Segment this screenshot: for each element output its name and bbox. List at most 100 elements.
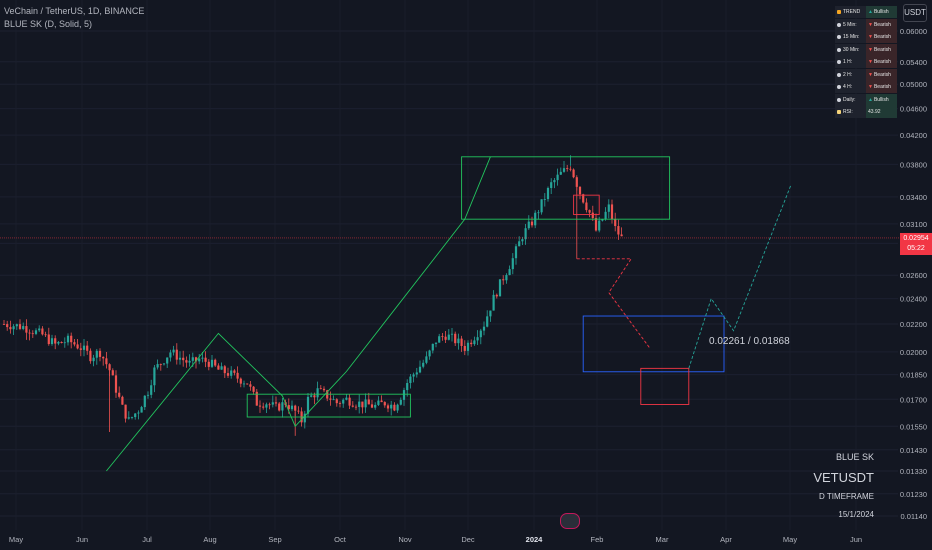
candle-body bbox=[524, 228, 527, 240]
time-axis[interactable]: May Jun Jul Aug Sep Oct Nov Dec 2024 Feb Mar Apr May… bbox=[9, 535, 862, 544]
price-tick-label: 0.01430 bbox=[900, 446, 927, 455]
time-tick-label: Oct bbox=[334, 535, 347, 544]
candle-body bbox=[386, 405, 390, 409]
price-tick-label: 0.03400 bbox=[900, 193, 927, 202]
candle-body bbox=[543, 199, 546, 200]
trend-row-label: TREND bbox=[835, 6, 866, 18]
indicator-label[interactable]: BLUE SK (D, Solid, 5) bbox=[4, 19, 93, 29]
candle-body bbox=[310, 395, 313, 397]
trend-row-value: ▼ Bearish bbox=[866, 68, 897, 81]
candle-body bbox=[162, 363, 166, 365]
candle-body bbox=[601, 219, 604, 221]
candle-body bbox=[18, 324, 22, 329]
candle-body bbox=[249, 384, 252, 387]
candle-body bbox=[450, 333, 454, 335]
candle-body bbox=[2, 324, 6, 325]
candle-body bbox=[121, 396, 124, 405]
hourglass-icon bbox=[837, 110, 841, 114]
candle-body bbox=[191, 357, 194, 361]
red-projection-path bbox=[576, 258, 651, 350]
candle-body bbox=[258, 405, 262, 407]
candle-body bbox=[166, 357, 169, 364]
price-tick-label: 0.05000 bbox=[900, 80, 927, 89]
price-tick-label: 0.06000 bbox=[900, 27, 927, 36]
trend-row-value-text: Bullish bbox=[873, 9, 889, 15]
candle-body bbox=[153, 367, 156, 386]
candle-body bbox=[374, 404, 377, 408]
candle-body bbox=[614, 219, 617, 227]
candle-body bbox=[306, 396, 310, 414]
candle-body bbox=[41, 328, 44, 335]
trend-row-label: 1 H: bbox=[835, 56, 866, 68]
time-tick-label: Dec bbox=[461, 535, 475, 544]
candle-body bbox=[482, 326, 486, 331]
green-range-box-top bbox=[461, 156, 671, 220]
candle-body bbox=[124, 404, 127, 419]
time-tick-label: Mar bbox=[656, 535, 669, 544]
trend-row-label-text: 2 H: bbox=[843, 71, 853, 78]
tradingview-logo-icon[interactable] bbox=[560, 513, 580, 529]
candle-body bbox=[38, 328, 41, 331]
candle-body bbox=[406, 383, 409, 391]
trend-row: 1 H: ▼ Bearish bbox=[835, 56, 897, 68]
candle-body bbox=[518, 241, 521, 247]
arrow-down-icon: ▼ bbox=[868, 71, 873, 78]
candle-body bbox=[194, 357, 198, 362]
candle-body bbox=[25, 326, 28, 333]
candle-body bbox=[463, 345, 466, 351]
time-tick-label: May bbox=[9, 535, 23, 544]
candle-body bbox=[332, 399, 335, 401]
candle-body bbox=[92, 357, 95, 362]
trend-row-label-text: Daily: bbox=[843, 96, 856, 103]
candle-body bbox=[598, 220, 601, 231]
candle-body bbox=[540, 199, 543, 213]
signature-date: 15/1/2024 bbox=[838, 510, 874, 519]
candle-body bbox=[361, 401, 364, 408]
trend-row-label: 15 Min: bbox=[835, 31, 866, 43]
trend-row-label: Daily: bbox=[835, 93, 866, 106]
candle-body bbox=[54, 338, 57, 344]
candle-body bbox=[316, 388, 319, 398]
candle-body bbox=[169, 352, 172, 358]
candle-body bbox=[262, 406, 265, 408]
price-tick-label: 0.05400 bbox=[900, 58, 927, 67]
candle-body bbox=[236, 372, 239, 379]
price-tick-label: 0.01850 bbox=[900, 371, 927, 380]
trend-row: 4 H: ▼ Bearish bbox=[835, 81, 897, 93]
price-tick-label: 0.03800 bbox=[900, 160, 927, 169]
trend-row: RSI: 43.92 bbox=[835, 106, 897, 118]
candle-body bbox=[28, 332, 31, 334]
candle-body bbox=[127, 417, 130, 419]
candle-body bbox=[527, 221, 530, 229]
candle-body bbox=[281, 402, 284, 411]
candle-body bbox=[182, 357, 185, 361]
candle-body bbox=[399, 399, 402, 405]
candle-body bbox=[559, 171, 562, 175]
price-axis[interactable]: 0.06000 0.05400 0.05000 0.04600 0.04200 0.038… bbox=[900, 27, 927, 521]
candle-body bbox=[204, 357, 207, 362]
candle-body bbox=[354, 406, 358, 408]
trend-row-label-text: 1 H: bbox=[843, 59, 853, 65]
candle-body bbox=[198, 358, 201, 362]
candle-body bbox=[502, 279, 505, 281]
candle-body bbox=[150, 385, 153, 395]
time-tick-label: Feb bbox=[591, 535, 604, 544]
arrow-down-icon: ▼ bbox=[868, 59, 873, 65]
candle-body bbox=[390, 404, 393, 409]
trend-row-value: ▲ Bullish bbox=[866, 93, 897, 106]
blue-target-zone bbox=[582, 315, 725, 373]
candle-body bbox=[12, 326, 15, 330]
candle-body bbox=[402, 390, 406, 400]
candle-body bbox=[60, 342, 63, 344]
currency-button[interactable]: USDT bbox=[903, 4, 927, 22]
candle-body bbox=[98, 350, 102, 357]
candle-body bbox=[9, 327, 12, 330]
candle-body bbox=[274, 402, 278, 404]
candle-body bbox=[102, 356, 105, 359]
candle-body bbox=[409, 376, 412, 384]
candle-body bbox=[95, 350, 98, 358]
clock-icon bbox=[837, 97, 841, 102]
candle-body bbox=[70, 335, 73, 343]
price-tick-label: 0.01550 bbox=[900, 422, 927, 431]
